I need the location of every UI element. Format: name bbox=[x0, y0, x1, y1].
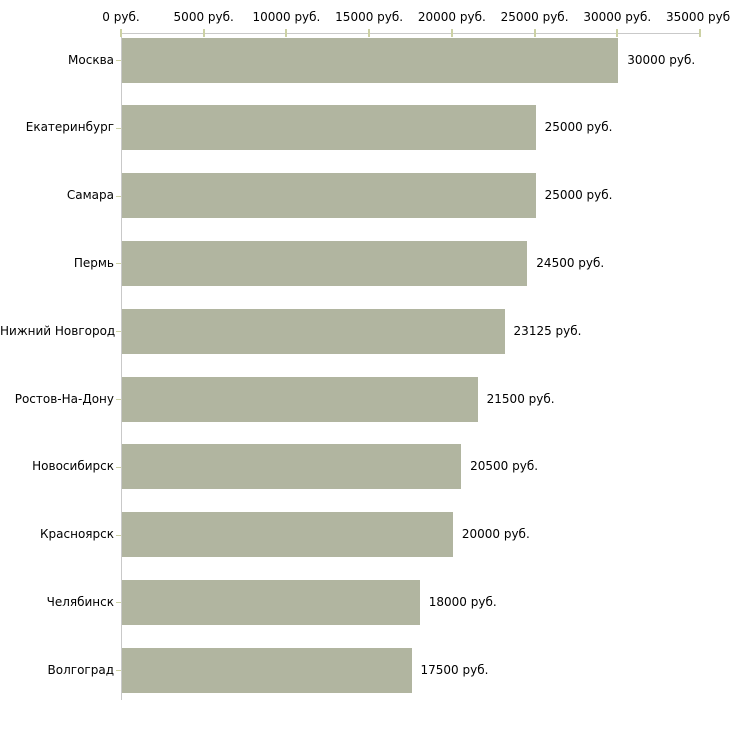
x-tick-label: 10000 руб. bbox=[252, 10, 321, 24]
value-label: 20000 руб. bbox=[461, 527, 530, 542]
bar bbox=[122, 173, 536, 219]
category-label: Пермь bbox=[73, 255, 114, 270]
bar bbox=[122, 105, 536, 151]
x-tick-mark bbox=[616, 29, 619, 37]
category-tick-mark bbox=[116, 196, 121, 197]
category-tick-mark bbox=[116, 399, 121, 400]
x-tick-mark bbox=[202, 29, 205, 37]
category-tick-mark bbox=[116, 467, 121, 468]
category-label: Москва bbox=[68, 52, 114, 67]
category-tick-mark bbox=[116, 128, 121, 129]
category-label: Самара bbox=[66, 188, 114, 203]
value-label: 25000 руб. bbox=[544, 120, 613, 135]
bar bbox=[122, 647, 412, 693]
value-label: 20500 руб. bbox=[470, 459, 539, 474]
x-tick-mark bbox=[368, 29, 371, 37]
bar bbox=[122, 376, 478, 422]
category-label: Волгоград bbox=[47, 662, 114, 677]
x-tick-mark bbox=[533, 29, 536, 37]
category-tick-mark bbox=[116, 670, 121, 671]
x-tick-mark bbox=[285, 29, 288, 37]
x-tick-label: 30000 руб. bbox=[583, 10, 652, 24]
category-label: Екатеринбург bbox=[25, 120, 114, 135]
x-tick-mark bbox=[450, 29, 453, 37]
category-label: Челябинск bbox=[46, 594, 114, 609]
value-label: 23125 руб. bbox=[513, 323, 582, 338]
category-tick-mark bbox=[116, 535, 121, 536]
value-label: 17500 руб. bbox=[420, 662, 489, 677]
bar bbox=[122, 579, 420, 625]
bar bbox=[122, 512, 453, 558]
x-tick-label: 35000 руб. bbox=[666, 10, 730, 24]
x-tick-mark bbox=[120, 29, 122, 37]
x-tick-label: 5000 руб. bbox=[173, 10, 234, 24]
category-label: Новосибирск bbox=[32, 459, 114, 474]
bar bbox=[122, 37, 619, 83]
category-tick-mark bbox=[116, 602, 121, 603]
x-tick-label: 25000 руб. bbox=[500, 10, 569, 24]
category-label: Нижний Новгород bbox=[0, 323, 116, 338]
value-label: 18000 руб. bbox=[428, 594, 497, 609]
category-label: Красноярск bbox=[40, 527, 114, 542]
bar bbox=[122, 444, 462, 490]
category-tick-mark bbox=[116, 60, 121, 61]
x-tick-label: 0 руб. bbox=[102, 10, 140, 24]
value-label: 24500 руб. bbox=[536, 255, 605, 270]
value-label: 25000 руб. bbox=[544, 188, 613, 203]
x-tick-mark bbox=[699, 29, 701, 37]
category-tick-mark bbox=[116, 331, 121, 332]
category-label: Ростов-На-Дону bbox=[14, 391, 114, 406]
x-tick-label: 20000 руб. bbox=[417, 10, 486, 24]
bar bbox=[122, 308, 505, 354]
value-label: 21500 руб. bbox=[486, 391, 555, 406]
plot-area bbox=[121, 33, 700, 700]
category-tick-mark bbox=[116, 263, 121, 264]
x-tick-label: 15000 руб. bbox=[335, 10, 404, 24]
value-label: 30000 руб. bbox=[627, 52, 696, 67]
bar bbox=[122, 240, 528, 286]
